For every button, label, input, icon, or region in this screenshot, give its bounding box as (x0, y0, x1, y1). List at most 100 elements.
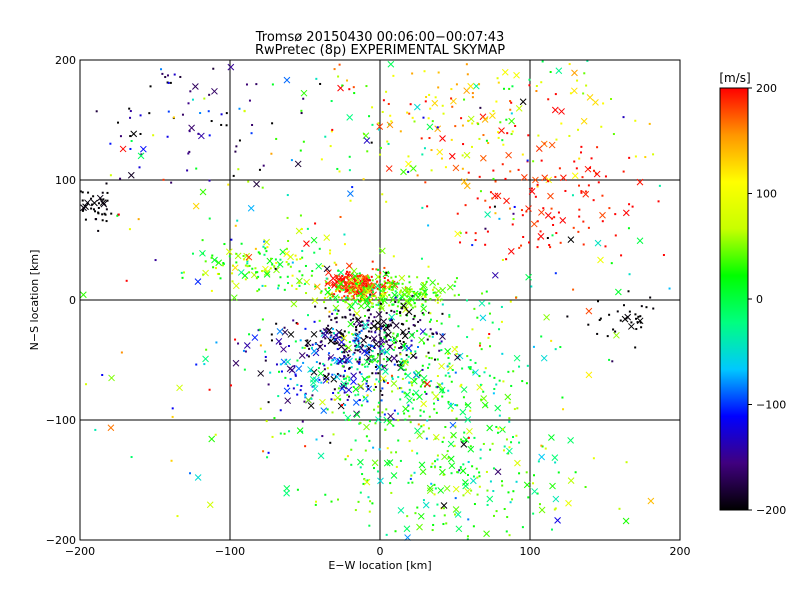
dot-marker (471, 92, 474, 95)
cross-marker (585, 371, 593, 379)
dot-marker (497, 427, 500, 430)
dot-marker (244, 278, 247, 281)
cross-marker (508, 117, 515, 125)
dot-marker (534, 195, 537, 198)
dot-marker (348, 309, 351, 312)
dot-marker (248, 99, 251, 102)
dot-marker (359, 466, 362, 469)
dot-marker (479, 383, 482, 386)
cross-marker (347, 320, 355, 328)
dot-marker (92, 208, 95, 211)
dot-marker (227, 183, 230, 186)
cross-marker (211, 87, 218, 95)
dot-marker (105, 220, 108, 223)
dot-marker (368, 279, 371, 282)
dot-marker (218, 272, 221, 275)
dot-marker (379, 389, 382, 392)
dot-marker (378, 128, 381, 131)
dot-marker (413, 314, 416, 317)
dot-marker (337, 391, 340, 394)
dot-marker (427, 117, 430, 120)
dot-marker (495, 425, 498, 428)
dot-marker (304, 396, 307, 399)
dot-marker (355, 344, 358, 347)
cross-marker (345, 386, 353, 394)
dot-marker (424, 390, 427, 393)
cross-marker (263, 271, 271, 278)
dot-marker (501, 139, 504, 142)
dot-marker (421, 312, 424, 315)
dot-marker (380, 283, 383, 286)
dot-marker (231, 272, 234, 275)
dot-marker (285, 247, 288, 250)
dot-marker (372, 294, 375, 297)
dot-marker (552, 223, 555, 226)
dot-marker (644, 156, 647, 159)
dot-marker (425, 333, 428, 336)
dot-marker (129, 110, 132, 113)
cross-marker (333, 373, 341, 381)
dot-marker (350, 288, 353, 291)
cross-marker (418, 336, 425, 344)
dot-marker (554, 461, 557, 464)
dot-marker (537, 238, 540, 241)
dot-marker (557, 211, 560, 214)
dot-marker (347, 297, 350, 300)
cross-marker (484, 211, 491, 218)
cross-marker (296, 277, 303, 285)
dot-marker (508, 420, 511, 423)
dot-marker (265, 420, 268, 423)
dot-marker (396, 334, 399, 337)
dot-marker (234, 150, 237, 153)
dot-marker (379, 337, 382, 340)
cross-marker (353, 411, 361, 419)
dot-marker (335, 274, 338, 277)
dot-marker (371, 289, 374, 292)
dot-marker (329, 145, 332, 148)
dot-marker (536, 246, 539, 249)
dot-marker (400, 387, 403, 390)
x-axis-label: E−W location [km] (328, 559, 431, 572)
cross-marker (466, 427, 473, 435)
dot-marker (319, 82, 322, 85)
dot-marker (302, 361, 305, 364)
dot-marker (399, 297, 402, 300)
cross-marker (287, 253, 294, 261)
dot-marker (491, 442, 494, 445)
dot-marker (436, 294, 439, 297)
cross-marker (419, 468, 427, 476)
dot-marker (428, 137, 431, 140)
dot-marker (636, 321, 639, 324)
dot-marker (320, 290, 323, 293)
dot-marker (402, 323, 405, 326)
dot-marker (551, 234, 554, 237)
dot-marker (129, 135, 132, 138)
dot-marker (166, 74, 169, 77)
dot-marker (426, 205, 429, 208)
cross-marker (370, 335, 378, 343)
dot-marker (395, 354, 398, 357)
dot-marker (352, 297, 355, 300)
dot-marker (378, 380, 381, 383)
dot-marker (295, 258, 298, 261)
dot-marker (351, 288, 354, 291)
dot-marker (348, 395, 351, 398)
dot-marker (466, 355, 469, 358)
dot-marker (550, 339, 553, 342)
cross-marker (408, 331, 416, 339)
dot-marker (478, 175, 481, 178)
cross-marker (525, 273, 532, 281)
cross-marker (284, 397, 292, 405)
dot-marker (356, 290, 359, 293)
cross-marker (498, 127, 505, 134)
dot-marker (606, 335, 609, 338)
dot-marker (344, 361, 347, 364)
dot-marker (422, 282, 425, 285)
dot-marker (246, 260, 249, 263)
dot-marker (414, 350, 417, 353)
dot-marker (441, 395, 444, 398)
dot-marker (518, 441, 521, 444)
cross-marker (380, 318, 388, 325)
dot-marker (407, 170, 410, 173)
dot-marker (295, 287, 298, 290)
